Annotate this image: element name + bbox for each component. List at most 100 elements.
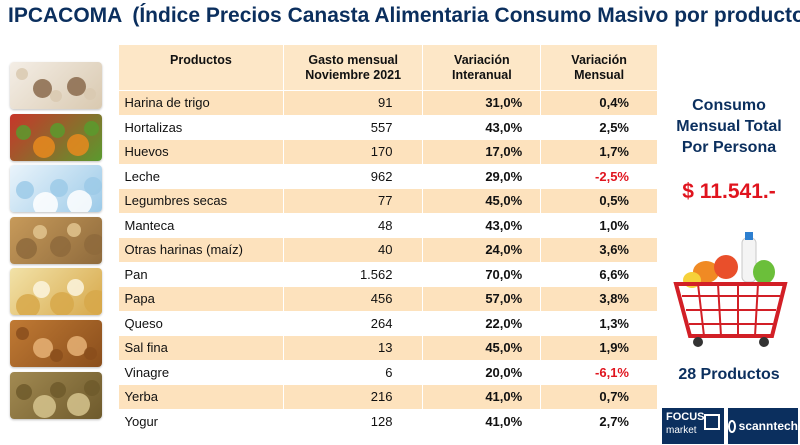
thumbnail-shape: [50, 348, 63, 362]
thumbnail-shape: [67, 190, 92, 213]
thumbnail-shape: [67, 133, 89, 156]
cell-mensual: 2,5%: [540, 115, 658, 140]
table-row: Papa 456 57,0% 3,8%: [118, 286, 658, 312]
cell-gasto: 456: [283, 286, 424, 312]
table-header-row: Productos Gasto mensual Noviembre 2021 Va…: [118, 44, 658, 91]
table-row: Hortalizas 557 43,0% 2,5%: [118, 115, 658, 140]
thumbnail-shape: [16, 383, 32, 400]
cell-gasto: 170: [283, 139, 424, 165]
table-row: Queso 264 22,0% 1,3%: [118, 311, 658, 336]
cell-gasto: 91: [283, 90, 424, 116]
thumbnail-shape: [16, 68, 28, 80]
thumbnail-shape: [50, 90, 62, 102]
cell-producto: Yogur: [118, 409, 284, 434]
cell-mensual: -2,5%: [540, 164, 658, 189]
products-table: Productos Gasto mensual Noviembre 2021 Va…: [118, 44, 658, 434]
cell-interanual: 41,0%: [422, 384, 542, 410]
bread-image: [10, 319, 102, 367]
table-row: Yerba 216 41,0% 0,7%: [118, 384, 658, 410]
cell-producto: Leche: [118, 164, 284, 189]
cell-interanual: 20,0%: [422, 360, 542, 385]
cell-mensual: 0,4%: [540, 90, 658, 116]
thumbnail-shape: [50, 292, 74, 316]
cell-mensual: 6,6%: [540, 262, 658, 287]
focus-frame-icon: [704, 414, 720, 430]
thumbnail-shape: [84, 177, 102, 196]
cell-mensual: 2,7%: [540, 409, 658, 434]
cell-gasto: 557: [283, 115, 424, 140]
cell-mensual: 3,6%: [540, 237, 658, 263]
thumbnail-shape: [33, 192, 58, 213]
cell-gasto: 128: [283, 409, 424, 434]
cell-gasto: 77: [283, 188, 424, 214]
thumbnail-shape: [84, 290, 102, 315]
table-row: Huevos 170 17,0% 1,7%: [118, 139, 658, 165]
monthly-amount: $ 11.541.-: [682, 180, 776, 203]
cell-mensual: 1,0%: [540, 213, 658, 238]
cell-producto: Harina de trigo: [118, 90, 284, 116]
table-row: Vinagre 6 20,0% -6,1%: [118, 360, 658, 385]
cell-producto: Papa: [118, 286, 284, 312]
thumbnail-shape: [84, 88, 96, 100]
thumbnail-shape: [33, 135, 55, 158]
cell-interanual: 70,0%: [422, 262, 542, 287]
cell-producto: Sal fina: [118, 335, 284, 361]
col-header-interanual: Variación Interanual: [422, 44, 542, 91]
thumbnail-shape: [16, 181, 34, 200]
thumbnail-shape: [50, 235, 71, 257]
shopping-basket-image: [673, 232, 788, 347]
cell-producto: Pan: [118, 262, 284, 287]
cell-interanual: 17,0%: [422, 139, 542, 165]
cell-interanual: 43,0%: [422, 115, 542, 140]
cell-gasto: 6: [283, 360, 424, 385]
cell-gasto: 962: [283, 164, 424, 189]
cell-interanual: 22,0%: [422, 311, 542, 336]
thumbnail-shape: [50, 179, 68, 198]
table-row: Legumbres secas 77 45,0% 0,5%: [118, 188, 658, 214]
page-title: IPCACOMA (Índice Precios Canasta Alimenta…: [8, 4, 800, 28]
cell-mensual: 1,7%: [540, 139, 658, 165]
cell-gasto: 216: [283, 384, 424, 410]
cell-gasto: 40: [283, 237, 424, 263]
eggs-image: [10, 268, 102, 316]
cell-producto: Otras harinas (maíz): [118, 237, 284, 263]
col-header-mensual: Variación Mensual: [540, 44, 658, 91]
table-row: Sal fina 13 45,0% 1,9%: [118, 335, 658, 361]
title-subtitle: (Índice Precios Canasta Alimentaria Cons…: [132, 4, 800, 27]
table-row: Yogur 128 41,0% 2,7%: [118, 409, 658, 434]
flour-image: [10, 62, 102, 109]
cell-mensual: -6,1%: [540, 360, 658, 385]
cell-interanual: 45,0%: [422, 188, 542, 214]
thumbnail-shape: [84, 379, 100, 396]
cell-producto: Manteca: [118, 213, 284, 238]
cell-interanual: 31,0%: [422, 90, 542, 116]
products-count: 28 Productos: [678, 366, 780, 383]
focus-market-logo: FOCUS market: [662, 408, 724, 444]
cell-interanual: 24,0%: [422, 237, 542, 263]
cell-interanual: 57,0%: [422, 286, 542, 312]
cell-producto: Hortalizas: [118, 115, 284, 140]
cell-gasto: 1.562: [283, 262, 424, 287]
cell-producto: Yerba: [118, 384, 284, 410]
thumbnail-shape: [84, 346, 97, 360]
scanntech-logo: scanntech: [728, 408, 798, 444]
thumbnail-shape: [50, 381, 66, 398]
cell-mensual: 0,5%: [540, 188, 658, 214]
cell-gasto: 48: [283, 213, 424, 238]
cell-gasto: 13: [283, 335, 424, 361]
cell-interanual: 43,0%: [422, 213, 542, 238]
cell-interanual: 41,0%: [422, 409, 542, 434]
thumbnail-shape: [50, 122, 65, 138]
cell-mensual: 1,9%: [540, 335, 658, 361]
thumbnail-shape: [33, 337, 53, 358]
thumbnail-shape: [16, 124, 31, 140]
table-row: Manteca 48 43,0% 1,0%: [118, 213, 658, 238]
thumbnail-shape: [84, 233, 102, 255]
thumbnail-shape: [33, 394, 56, 418]
thumbnail-shape: [16, 326, 29, 340]
yerba-image: [10, 371, 102, 419]
cell-gasto: 264: [283, 311, 424, 336]
table-row: Harina de trigo 91 31,0% 0,4%: [118, 90, 658, 116]
col-header-producto: Productos: [118, 44, 284, 91]
thumbnail-shape: [33, 79, 52, 98]
